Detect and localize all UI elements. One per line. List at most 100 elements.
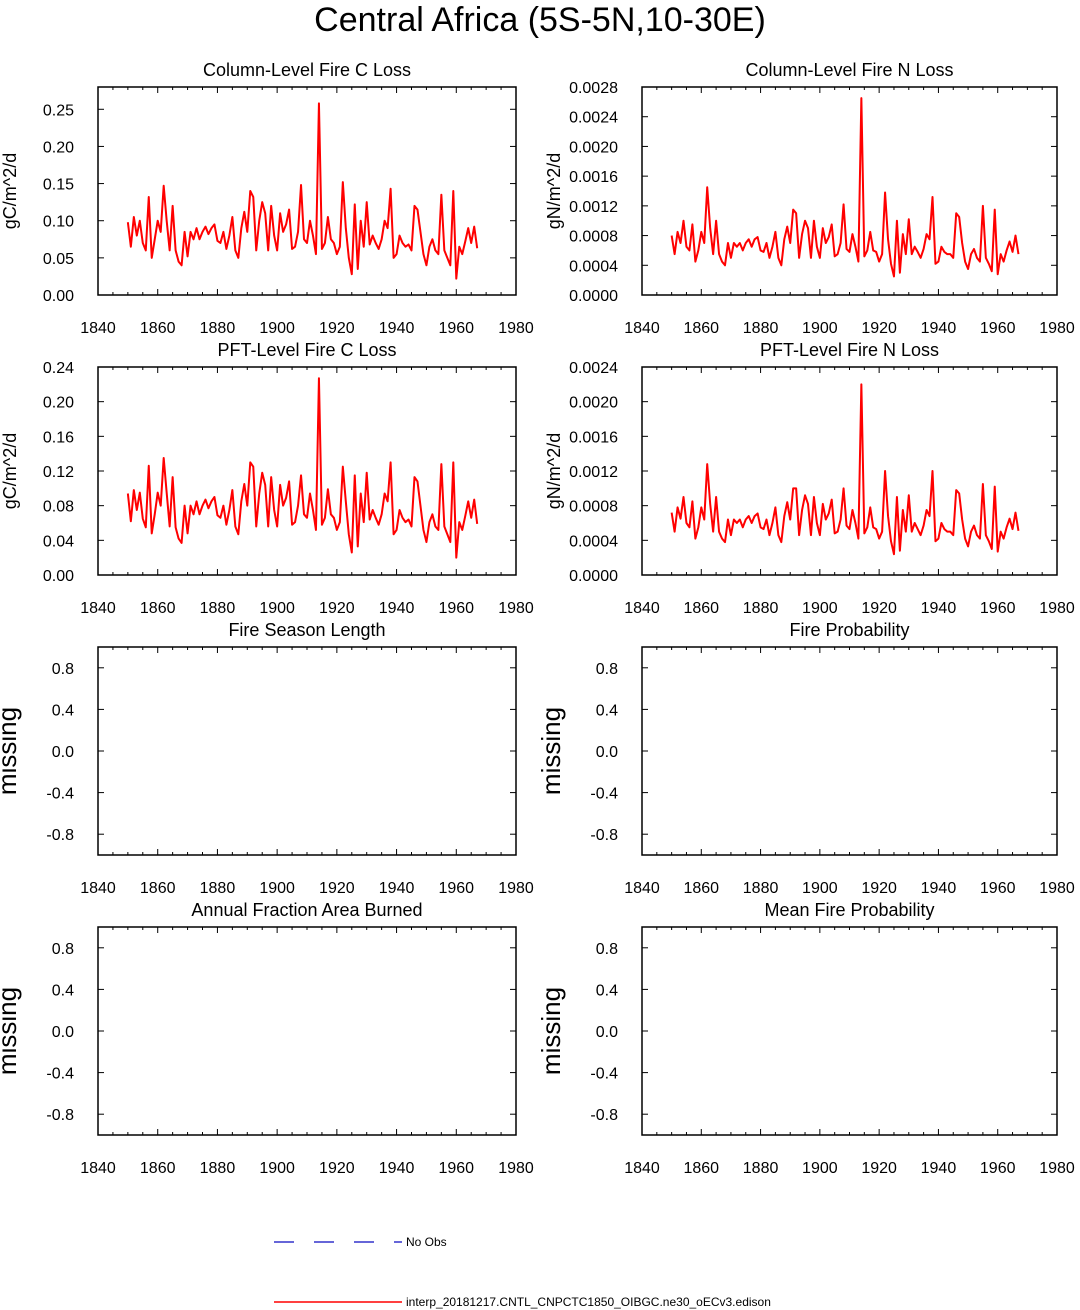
x-tick-label: 1900 bbox=[802, 320, 838, 337]
y-tick-label: 0.0004 bbox=[569, 533, 618, 550]
x-tick-label: 1900 bbox=[259, 320, 295, 337]
y-tick-label: 0.0 bbox=[596, 1024, 618, 1041]
y-tick-label: 0.08 bbox=[43, 499, 74, 516]
x-tick-label: 1960 bbox=[438, 600, 474, 617]
x-tick-label: 1880 bbox=[200, 1160, 236, 1177]
chart-mean-fire-probability: 1840 1860 1880 1900 1920 1940 1960 1980 -0.8 -0.4… bbox=[536, 900, 1075, 1177]
x-tick-label: 1860 bbox=[683, 600, 719, 617]
y-tick-label: 0.4 bbox=[596, 702, 618, 719]
y-tick-label: -0.8 bbox=[46, 1107, 74, 1124]
y-tick-label: 0.00 bbox=[43, 288, 74, 305]
y-tick-label: 0.0004 bbox=[569, 258, 618, 275]
x-tick-label: 1980 bbox=[498, 1160, 534, 1177]
y-tick-label: 0.8 bbox=[596, 941, 618, 958]
y-tick-label: 0.4 bbox=[596, 982, 618, 999]
x-tick-label: 1860 bbox=[140, 600, 176, 617]
y-tick-label: 0.4 bbox=[52, 982, 74, 999]
x-tick-label: 1940 bbox=[379, 880, 415, 897]
x-tick-label: 1880 bbox=[743, 1160, 779, 1177]
series-line bbox=[126, 377, 479, 559]
x-tick-label: 1840 bbox=[80, 880, 116, 897]
y-tick-label: 0.8 bbox=[52, 661, 74, 678]
x-tick-label: 1960 bbox=[980, 1160, 1016, 1177]
y-tick-label: 0.25 bbox=[43, 102, 74, 119]
chart-fire-season-length: 1840 1860 1880 1900 1920 1940 1960 1980 -0.8 -0.4… bbox=[0, 620, 534, 897]
x-tick-label: 1900 bbox=[259, 1160, 295, 1177]
x-tick-label: 1920 bbox=[319, 880, 355, 897]
y-tick-label: 0.0000 bbox=[569, 568, 618, 585]
series-line bbox=[670, 97, 1020, 278]
x-tick-label: 1920 bbox=[319, 320, 355, 337]
y-tick-label: 0.24 bbox=[43, 360, 74, 377]
x-tick-label: 1840 bbox=[624, 600, 660, 617]
chart-column-level-fire-c-loss: 1840 1860 1880 1900 1920 1940 1960 1980 0.00 0.05… bbox=[0, 60, 534, 337]
x-tick-label: 1860 bbox=[140, 320, 176, 337]
x-tick-label: 1900 bbox=[259, 880, 295, 897]
y-tick-label: 0.8 bbox=[596, 661, 618, 678]
x-tick-label: 1860 bbox=[140, 1160, 176, 1177]
y-tick-label: 0.12 bbox=[43, 464, 74, 481]
y-tick-label: 0.05 bbox=[43, 251, 74, 268]
y-tick-label: 0.0020 bbox=[569, 395, 618, 412]
x-tick-label: 1940 bbox=[379, 1160, 415, 1177]
x-tick-label: 1920 bbox=[319, 1160, 355, 1177]
x-tick-label: 1900 bbox=[802, 600, 838, 617]
x-tick-label: 1920 bbox=[319, 600, 355, 617]
y-tick-label: -0.4 bbox=[590, 1066, 618, 1083]
x-tick-label: 1840 bbox=[80, 1160, 116, 1177]
y-tick-label: 0.15 bbox=[43, 177, 74, 194]
y-axis-label: missing bbox=[0, 707, 22, 795]
x-tick-label: 1840 bbox=[624, 320, 660, 337]
chart-annual-fraction-area-burned: 1840 1860 1880 1900 1920 1940 1960 1980 -0.8 -0.4… bbox=[0, 900, 534, 1177]
y-tick-label: 0.0012 bbox=[569, 464, 618, 481]
y-tick-label: -0.8 bbox=[46, 827, 74, 844]
x-tick-label: 1960 bbox=[980, 320, 1016, 337]
chart-column-level-fire-n-loss: 1840 1860 1880 1900 1920 1940 1960 1980 0.0000 0.… bbox=[544, 60, 1075, 337]
y-tick-label: 0.10 bbox=[43, 214, 74, 231]
x-tick-label: 1960 bbox=[438, 880, 474, 897]
y-tick-label: 0.0016 bbox=[569, 429, 618, 446]
y-tick-label: 0.00 bbox=[43, 568, 74, 585]
y-tick-label: -0.4 bbox=[46, 1066, 74, 1083]
x-tick-label: 1960 bbox=[980, 600, 1016, 617]
y-axis-label: missing bbox=[0, 987, 22, 1075]
y-tick-label: -0.4 bbox=[46, 786, 74, 803]
y-tick-label: 0.04 bbox=[43, 533, 74, 550]
x-tick-label: 1980 bbox=[1039, 880, 1075, 897]
y-tick-label: 0.20 bbox=[43, 395, 74, 412]
x-tick-label: 1980 bbox=[1039, 600, 1075, 617]
y-tick-label: 0.16 bbox=[43, 429, 74, 446]
legend-model-label: interp_20181217.CNTL_CNPCTC1850_OIBGC.ne… bbox=[406, 1295, 771, 1309]
y-tick-label: 0.0024 bbox=[569, 110, 618, 127]
chart-pft-level-fire-c-loss: 1840 1860 1880 1900 1920 1940 1960 1980 0.00 0.04… bbox=[0, 340, 534, 617]
x-tick-label: 1940 bbox=[921, 1160, 957, 1177]
chart-title: Mean Fire Probability bbox=[764, 900, 934, 920]
y-axis-label: gN/m^2/d bbox=[544, 433, 564, 509]
x-tick-label: 1840 bbox=[624, 880, 660, 897]
x-tick-label: 1900 bbox=[802, 880, 838, 897]
chart-title: Annual Fraction Area Burned bbox=[191, 900, 422, 920]
x-tick-label: 1940 bbox=[921, 320, 957, 337]
chart-title: PFT-Level Fire N Loss bbox=[760, 340, 939, 360]
x-tick-label: 1920 bbox=[861, 1160, 897, 1177]
x-tick-label: 1840 bbox=[80, 600, 116, 617]
y-tick-label: 0.0 bbox=[52, 1024, 74, 1041]
x-tick-label: 1920 bbox=[861, 600, 897, 617]
x-tick-label: 1980 bbox=[1039, 320, 1075, 337]
y-tick-label: 0.0008 bbox=[569, 499, 618, 516]
x-tick-label: 1900 bbox=[259, 600, 295, 617]
x-tick-label: 1980 bbox=[498, 600, 534, 617]
y-tick-label: 0.0 bbox=[52, 744, 74, 761]
series-line bbox=[126, 102, 479, 280]
x-tick-label: 1880 bbox=[743, 600, 779, 617]
x-tick-label: 1940 bbox=[379, 600, 415, 617]
x-tick-label: 1880 bbox=[200, 880, 236, 897]
y-tick-label: 0.4 bbox=[52, 702, 74, 719]
x-tick-label: 1940 bbox=[921, 880, 957, 897]
chart-fire-probability: 1840 1860 1880 1900 1920 1940 1960 1980 -0.8 -0.4… bbox=[536, 620, 1075, 897]
y-axis-label: missing bbox=[536, 987, 566, 1075]
y-tick-label: -0.4 bbox=[590, 786, 618, 803]
y-tick-label: 0.0012 bbox=[569, 199, 618, 216]
